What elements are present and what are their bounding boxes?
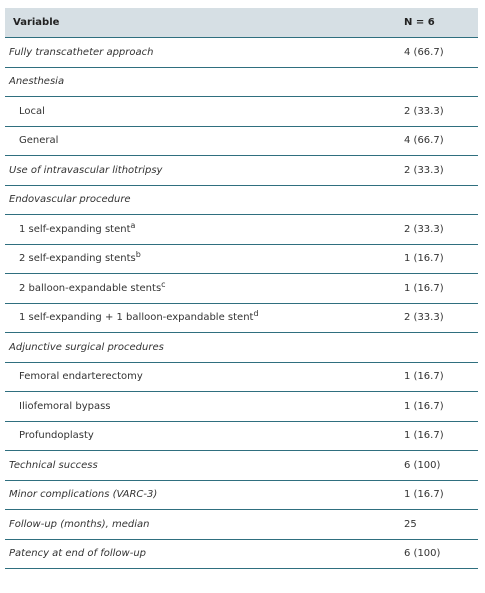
- label-cell: Adjunctive surgical procedures: [5, 332, 404, 363]
- row-label: Follow-up (months), median: [9, 518, 150, 530]
- row-label: Technical success: [9, 459, 98, 471]
- table-row: Local 2 (33.3): [5, 96, 478, 127]
- table-row: Iliofemoral bypass 1 (16.7): [5, 391, 478, 422]
- label-cell: Minor complications (VARC-3): [5, 480, 404, 510]
- table-row: Minor complications (VARC-3) 1 (16.7): [5, 480, 478, 510]
- value-cell: 2 (33.3): [404, 155, 478, 186]
- row-label: Femoral endarterectomy: [19, 371, 143, 383]
- value-cell: 2 (33.3): [404, 214, 478, 245]
- value-cell: 4 (66.7): [404, 37, 478, 68]
- value-cell: [404, 332, 478, 363]
- value-cell: 1 (16.7): [404, 244, 478, 274]
- label-cell: Profundoplasty: [5, 421, 404, 451]
- footnote-mark: d: [253, 309, 259, 319]
- label-cell: Iliofemoral bypass: [5, 391, 404, 422]
- label-cell: Femoral endarterectomy: [5, 362, 404, 392]
- label-cell: Endovascular procedure: [5, 185, 404, 215]
- label-cell: Technical success: [5, 450, 404, 481]
- row-label: Minor complications (VARC-3): [9, 489, 158, 501]
- table-row: 1 self-expanding stenta 2 (33.3): [5, 214, 478, 245]
- row-label: Fully transcatheter approach: [9, 46, 154, 58]
- value-cell: [404, 67, 478, 97]
- table-row: Profundoplasty 1 (16.7): [5, 421, 478, 451]
- label-cell: Fully transcatheter approach: [5, 37, 404, 68]
- row-label: Iliofemoral bypass: [19, 400, 111, 412]
- row-label: Use of intravascular lithotripsy: [9, 164, 163, 176]
- table-row: Endovascular procedure: [5, 185, 478, 215]
- table-row: Patency at end of follow-up 6 (100): [5, 539, 478, 569]
- table-row: 1 self-expanding + 1 balloon-expandable …: [5, 303, 478, 333]
- label-cell: Patency at end of follow-up: [5, 539, 404, 569]
- table-row: General 4 (66.7): [5, 126, 478, 156]
- row-label: Anesthesia: [9, 76, 65, 88]
- value-cell: 1 (16.7): [404, 391, 478, 422]
- label-cell: 2 self-expanding stentsb: [5, 244, 404, 274]
- value-cell: [404, 185, 478, 215]
- results-table: Variable N = 6 Fully transcatheter appro…: [5, 8, 478, 569]
- table-row: 2 balloon-expandable stentsc 1 (16.7): [5, 273, 478, 304]
- label-cell: General: [5, 126, 404, 156]
- row-label: 2 balloon-expandable stents: [19, 282, 162, 294]
- table-row: 2 self-expanding stentsb 1 (16.7): [5, 244, 478, 274]
- footnote-mark: a: [130, 220, 136, 230]
- label-cell: 2 balloon-expandable stentsc: [5, 273, 404, 304]
- label-cell: 1 self-expanding + 1 balloon-expandable …: [5, 303, 404, 333]
- row-label: 1 self-expanding stent: [19, 223, 131, 235]
- table-row: Adjunctive surgical procedures: [5, 332, 478, 363]
- row-label: Endovascular procedure: [9, 194, 131, 206]
- value-cell: 1 (16.7): [404, 273, 478, 304]
- value-cell: 6 (100): [404, 539, 478, 569]
- label-cell: Anesthesia: [5, 67, 404, 97]
- label-cell: Use of intravascular lithotripsy: [5, 155, 404, 186]
- header-row: Variable N = 6: [5, 8, 478, 38]
- table-row: Use of intravascular lithotripsy 2 (33.3): [5, 155, 478, 186]
- row-label: General: [19, 135, 59, 147]
- table-row: Fully transcatheter approach 4 (66.7): [5, 37, 478, 68]
- row-label: Profundoplasty: [19, 430, 94, 442]
- row-label: Patency at end of follow-up: [9, 548, 147, 560]
- value-cell: 25: [404, 509, 478, 540]
- value-cell: 1 (16.7): [404, 480, 478, 510]
- table-row: Technical success 6 (100): [5, 450, 478, 481]
- value-cell: 2 (33.3): [404, 303, 478, 333]
- value-cell: 1 (16.7): [404, 362, 478, 392]
- table-row: Femoral endarterectomy 1 (16.7): [5, 362, 478, 392]
- footnote-mark: b: [135, 250, 141, 260]
- row-label: 1 self-expanding + 1 balloon-expandable …: [19, 312, 254, 324]
- footnote-mark: c: [161, 279, 166, 289]
- label-cell: Follow-up (months), median: [5, 509, 404, 540]
- label-cell: Local: [5, 96, 404, 127]
- row-label: 2 self-expanding stents: [19, 253, 136, 265]
- row-label: Local: [19, 105, 45, 117]
- table-row: Follow-up (months), median 25: [5, 509, 478, 540]
- header-cell: Variable: [5, 8, 404, 38]
- label-cell: 1 self-expanding stenta: [5, 214, 404, 245]
- header-cell: N = 6: [404, 8, 478, 38]
- value-cell: 4 (66.7): [404, 126, 478, 156]
- value-cell: 1 (16.7): [404, 421, 478, 451]
- table-row: Anesthesia: [5, 67, 478, 97]
- row-label: Adjunctive surgical procedures: [9, 341, 164, 353]
- table-body: Fully transcatheter approach 4 (66.7) Anes…: [5, 37, 478, 569]
- value-cell: 6 (100): [404, 450, 478, 481]
- value-cell: 2 (33.3): [404, 96, 478, 127]
